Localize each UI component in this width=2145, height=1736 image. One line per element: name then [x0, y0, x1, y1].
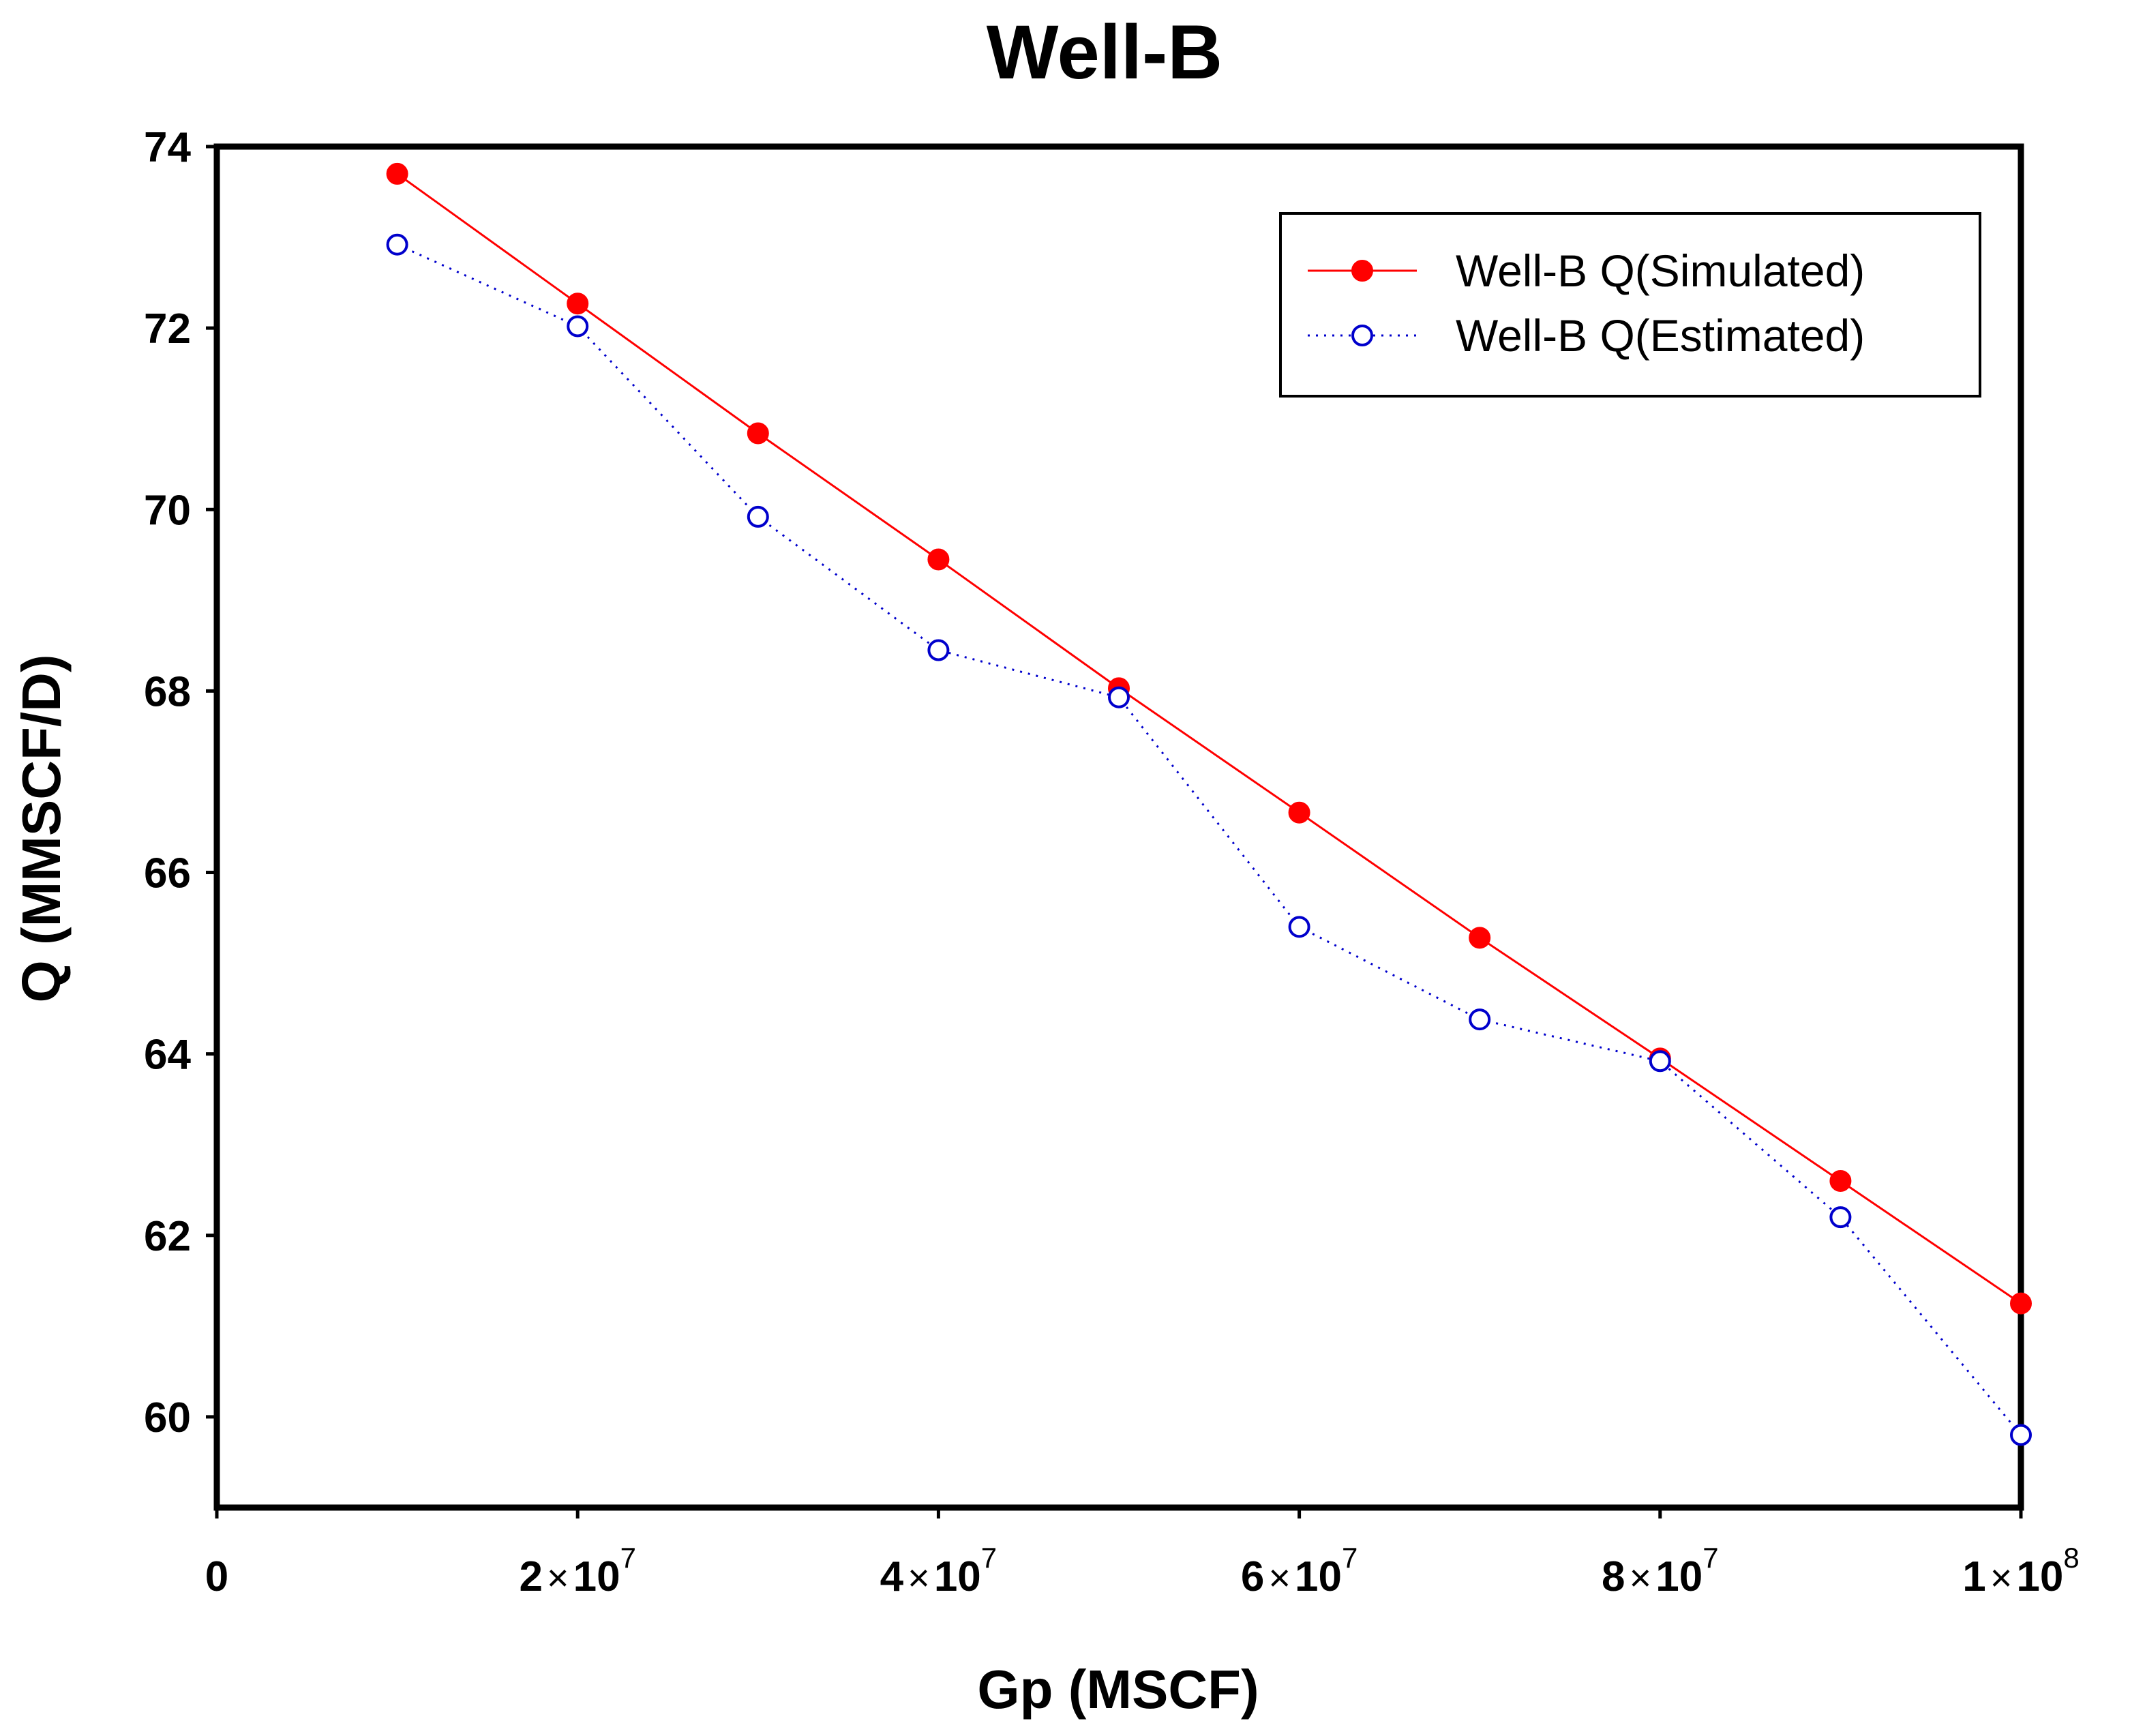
y-tick-label: 68 [144, 668, 191, 715]
y-tick-label: 60 [144, 1394, 191, 1441]
data-point [2010, 1424, 2032, 1446]
data-point [1288, 801, 1310, 824]
data-point [567, 315, 589, 338]
y-tick-label: 72 [144, 305, 191, 353]
legend-estimated-label: Well-B Q(Estimated) [1456, 310, 1865, 361]
y-tick-label: 62 [144, 1213, 191, 1260]
data-point [1829, 1206, 1852, 1229]
data-point [567, 293, 589, 315]
data-point [1469, 927, 1491, 949]
x-tick-label: 6 ×107 [1241, 1542, 1358, 1600]
x-axis-label: Gp (MSCF) [977, 1659, 1259, 1720]
legend-box [1279, 212, 1981, 398]
x-axis: 0 2 ×107 4 ×107 6 ×107 8 ×107 1 ×108 [205, 1508, 2080, 1600]
x-tick-label: 4 ×107 [880, 1542, 997, 1600]
x-tick-label: 8 ×107 [1602, 1542, 1719, 1600]
data-point [1649, 1050, 1671, 1073]
series-layer [386, 162, 2032, 1446]
y-tick-label: 64 [144, 1032, 191, 1079]
x-tick-label: 2 ×107 [519, 1542, 636, 1600]
series-estimated [386, 233, 2032, 1446]
y-tick-label: 66 [144, 850, 191, 897]
legend-simulated-marker [1351, 260, 1373, 282]
data-point [1469, 1008, 1491, 1031]
data-point [386, 162, 408, 185]
x-tick-label: 1 ×108 [1962, 1542, 2080, 1600]
x-tick-label: 0 [205, 1553, 228, 1600]
plot-frame [213, 143, 2024, 1511]
data-point [927, 639, 950, 661]
data-point [386, 233, 408, 256]
y-axis: 60 62 64 66 68 70 72 74 [144, 124, 217, 1441]
data-point [747, 505, 769, 528]
y-axis-label: Q (MMSCF/D) [11, 654, 72, 1002]
data-point [1829, 1169, 1852, 1192]
data-point [1288, 916, 1310, 938]
data-point [1108, 686, 1130, 708]
legend: Well-B Q(Simulated) Well-B Q(Estimated) [1279, 212, 1981, 398]
series-line [396, 243, 2022, 1436]
data-point [2010, 1292, 2032, 1315]
y-tick-label: 70 [144, 487, 191, 534]
series-line [396, 173, 2022, 1304]
legend-simulated-label: Well-B Q(Simulated) [1456, 245, 1865, 296]
legend-entry-estimated: Well-B Q(Estimated) [1308, 310, 1865, 361]
data-point [927, 548, 950, 571]
data-point [747, 422, 769, 445]
legend-entry-simulated: Well-B Q(Simulated) [1308, 245, 1865, 296]
legend-estimated-marker [1351, 325, 1373, 346]
y-tick-label: 74 [144, 124, 191, 171]
chart-title: Well-B [987, 10, 1222, 95]
